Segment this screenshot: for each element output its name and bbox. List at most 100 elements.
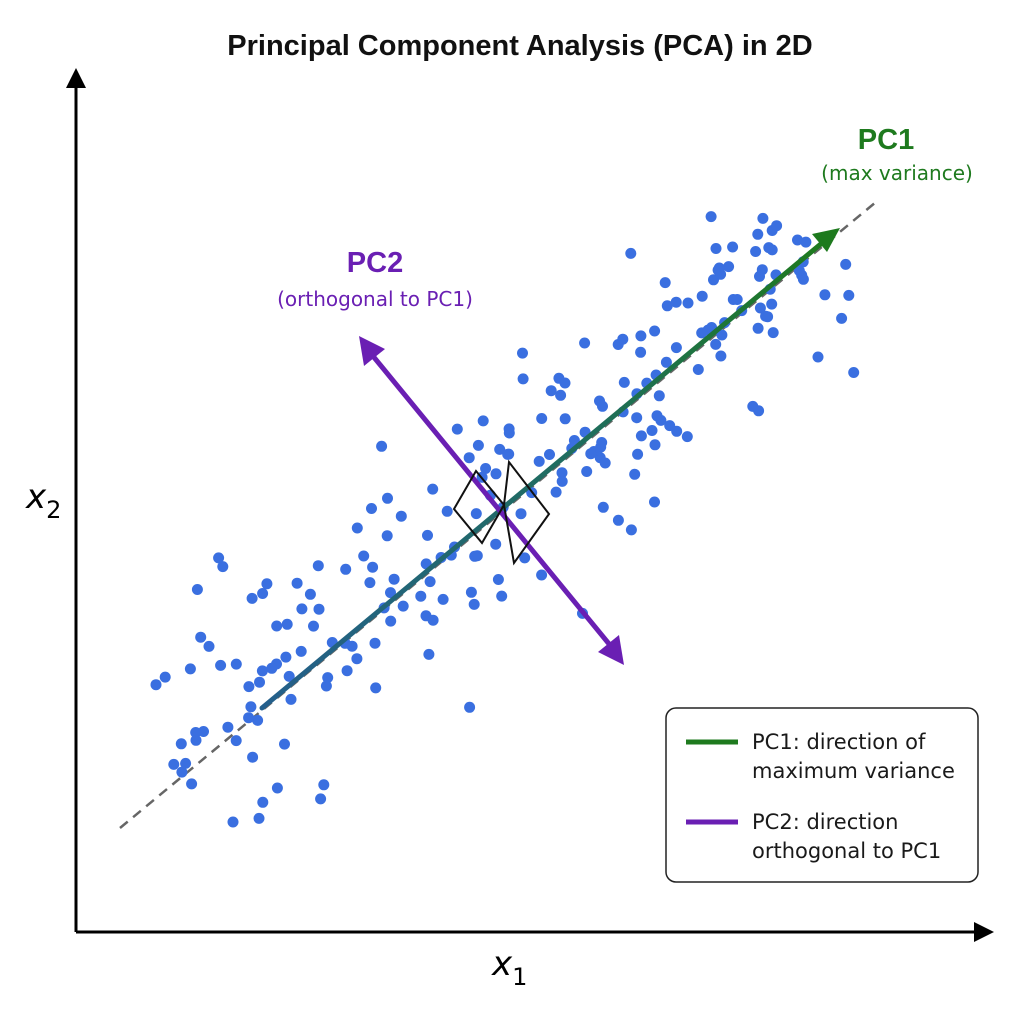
data-point bbox=[812, 351, 824, 363]
data-point bbox=[247, 751, 259, 763]
data-point bbox=[424, 576, 436, 588]
data-point bbox=[184, 663, 196, 675]
data-point bbox=[369, 637, 381, 649]
data-point bbox=[670, 296, 682, 308]
data-point bbox=[230, 735, 242, 747]
data-point bbox=[617, 333, 629, 345]
data-point bbox=[653, 390, 665, 402]
data-point bbox=[490, 468, 502, 480]
data-point bbox=[767, 327, 779, 339]
x-axis-label-subscript: 1 bbox=[512, 963, 527, 991]
data-point bbox=[415, 590, 427, 602]
data-point bbox=[635, 430, 647, 442]
data-point bbox=[191, 584, 203, 595]
data-point bbox=[215, 659, 227, 671]
pc2-arrowhead-bottom bbox=[598, 635, 624, 665]
data-point bbox=[664, 420, 676, 432]
data-point bbox=[243, 712, 255, 724]
data-point bbox=[308, 620, 319, 632]
data-point bbox=[715, 350, 727, 362]
data-point bbox=[519, 552, 531, 564]
data-point bbox=[451, 423, 463, 435]
data-point bbox=[441, 505, 453, 517]
data-point bbox=[463, 452, 475, 464]
data-points bbox=[150, 211, 860, 828]
data-point bbox=[254, 676, 265, 688]
data-point bbox=[723, 261, 735, 273]
data-point bbox=[696, 290, 708, 302]
data-point bbox=[320, 680, 332, 692]
data-point bbox=[659, 277, 671, 289]
data-point bbox=[213, 552, 225, 564]
data-point bbox=[422, 529, 433, 541]
data-point bbox=[649, 325, 661, 337]
data-point bbox=[792, 234, 803, 246]
data-point bbox=[517, 373, 529, 385]
data-point bbox=[190, 727, 202, 738]
data-point bbox=[271, 782, 283, 794]
data-point bbox=[716, 329, 728, 341]
data-point bbox=[681, 431, 693, 443]
data-point bbox=[757, 212, 769, 224]
data-point bbox=[705, 211, 717, 223]
data-point bbox=[243, 681, 255, 693]
data-point bbox=[364, 577, 376, 589]
data-point bbox=[660, 356, 672, 368]
data-point bbox=[731, 294, 743, 305]
data-point bbox=[492, 574, 504, 585]
data-point bbox=[351, 522, 363, 534]
right-angle-marker-outer bbox=[502, 459, 551, 566]
data-point bbox=[256, 665, 268, 677]
data-point bbox=[150, 679, 162, 691]
data-point bbox=[819, 289, 831, 301]
data-point bbox=[366, 503, 377, 514]
data-point bbox=[257, 796, 269, 808]
data-point bbox=[271, 620, 283, 632]
legend-pc1-line2: maximum variance bbox=[752, 759, 955, 783]
data-point bbox=[246, 592, 258, 604]
pc2-label: PC2 bbox=[347, 247, 403, 279]
data-point bbox=[594, 395, 605, 407]
data-point bbox=[635, 346, 647, 358]
data-point bbox=[585, 448, 597, 460]
data-point bbox=[295, 645, 307, 657]
data-point bbox=[710, 243, 722, 254]
data-point bbox=[494, 443, 506, 455]
pc2-arrow bbox=[359, 336, 624, 665]
data-point bbox=[752, 322, 764, 334]
data-point bbox=[227, 816, 239, 828]
data-point bbox=[230, 658, 242, 670]
pc1-label: PC1 bbox=[858, 124, 914, 156]
data-point bbox=[252, 714, 264, 726]
data-point bbox=[646, 425, 658, 436]
data-point bbox=[800, 236, 812, 248]
data-point bbox=[395, 510, 407, 522]
data-point bbox=[840, 258, 852, 270]
data-point bbox=[388, 573, 400, 585]
data-point bbox=[385, 615, 397, 627]
data-point bbox=[168, 758, 180, 770]
data-point bbox=[503, 423, 515, 435]
data-point bbox=[346, 640, 358, 652]
pc1-arrow bbox=[259, 228, 840, 711]
data-point bbox=[423, 648, 435, 660]
data-point bbox=[283, 670, 295, 682]
data-point bbox=[480, 463, 492, 474]
data-point bbox=[490, 538, 502, 550]
data-point bbox=[381, 530, 393, 542]
data-point bbox=[712, 264, 724, 276]
data-point bbox=[848, 367, 860, 378]
data-point bbox=[559, 413, 571, 425]
data-point bbox=[754, 302, 766, 314]
data-point bbox=[266, 662, 278, 674]
data-point bbox=[464, 701, 476, 713]
data-point bbox=[322, 672, 334, 684]
data-point bbox=[635, 330, 647, 342]
data-point bbox=[618, 376, 630, 388]
data-point bbox=[190, 734, 202, 746]
data-point bbox=[651, 410, 663, 422]
pc1-arrow-shaft bbox=[259, 240, 825, 711]
data-point bbox=[536, 413, 548, 424]
data-point bbox=[318, 779, 330, 791]
